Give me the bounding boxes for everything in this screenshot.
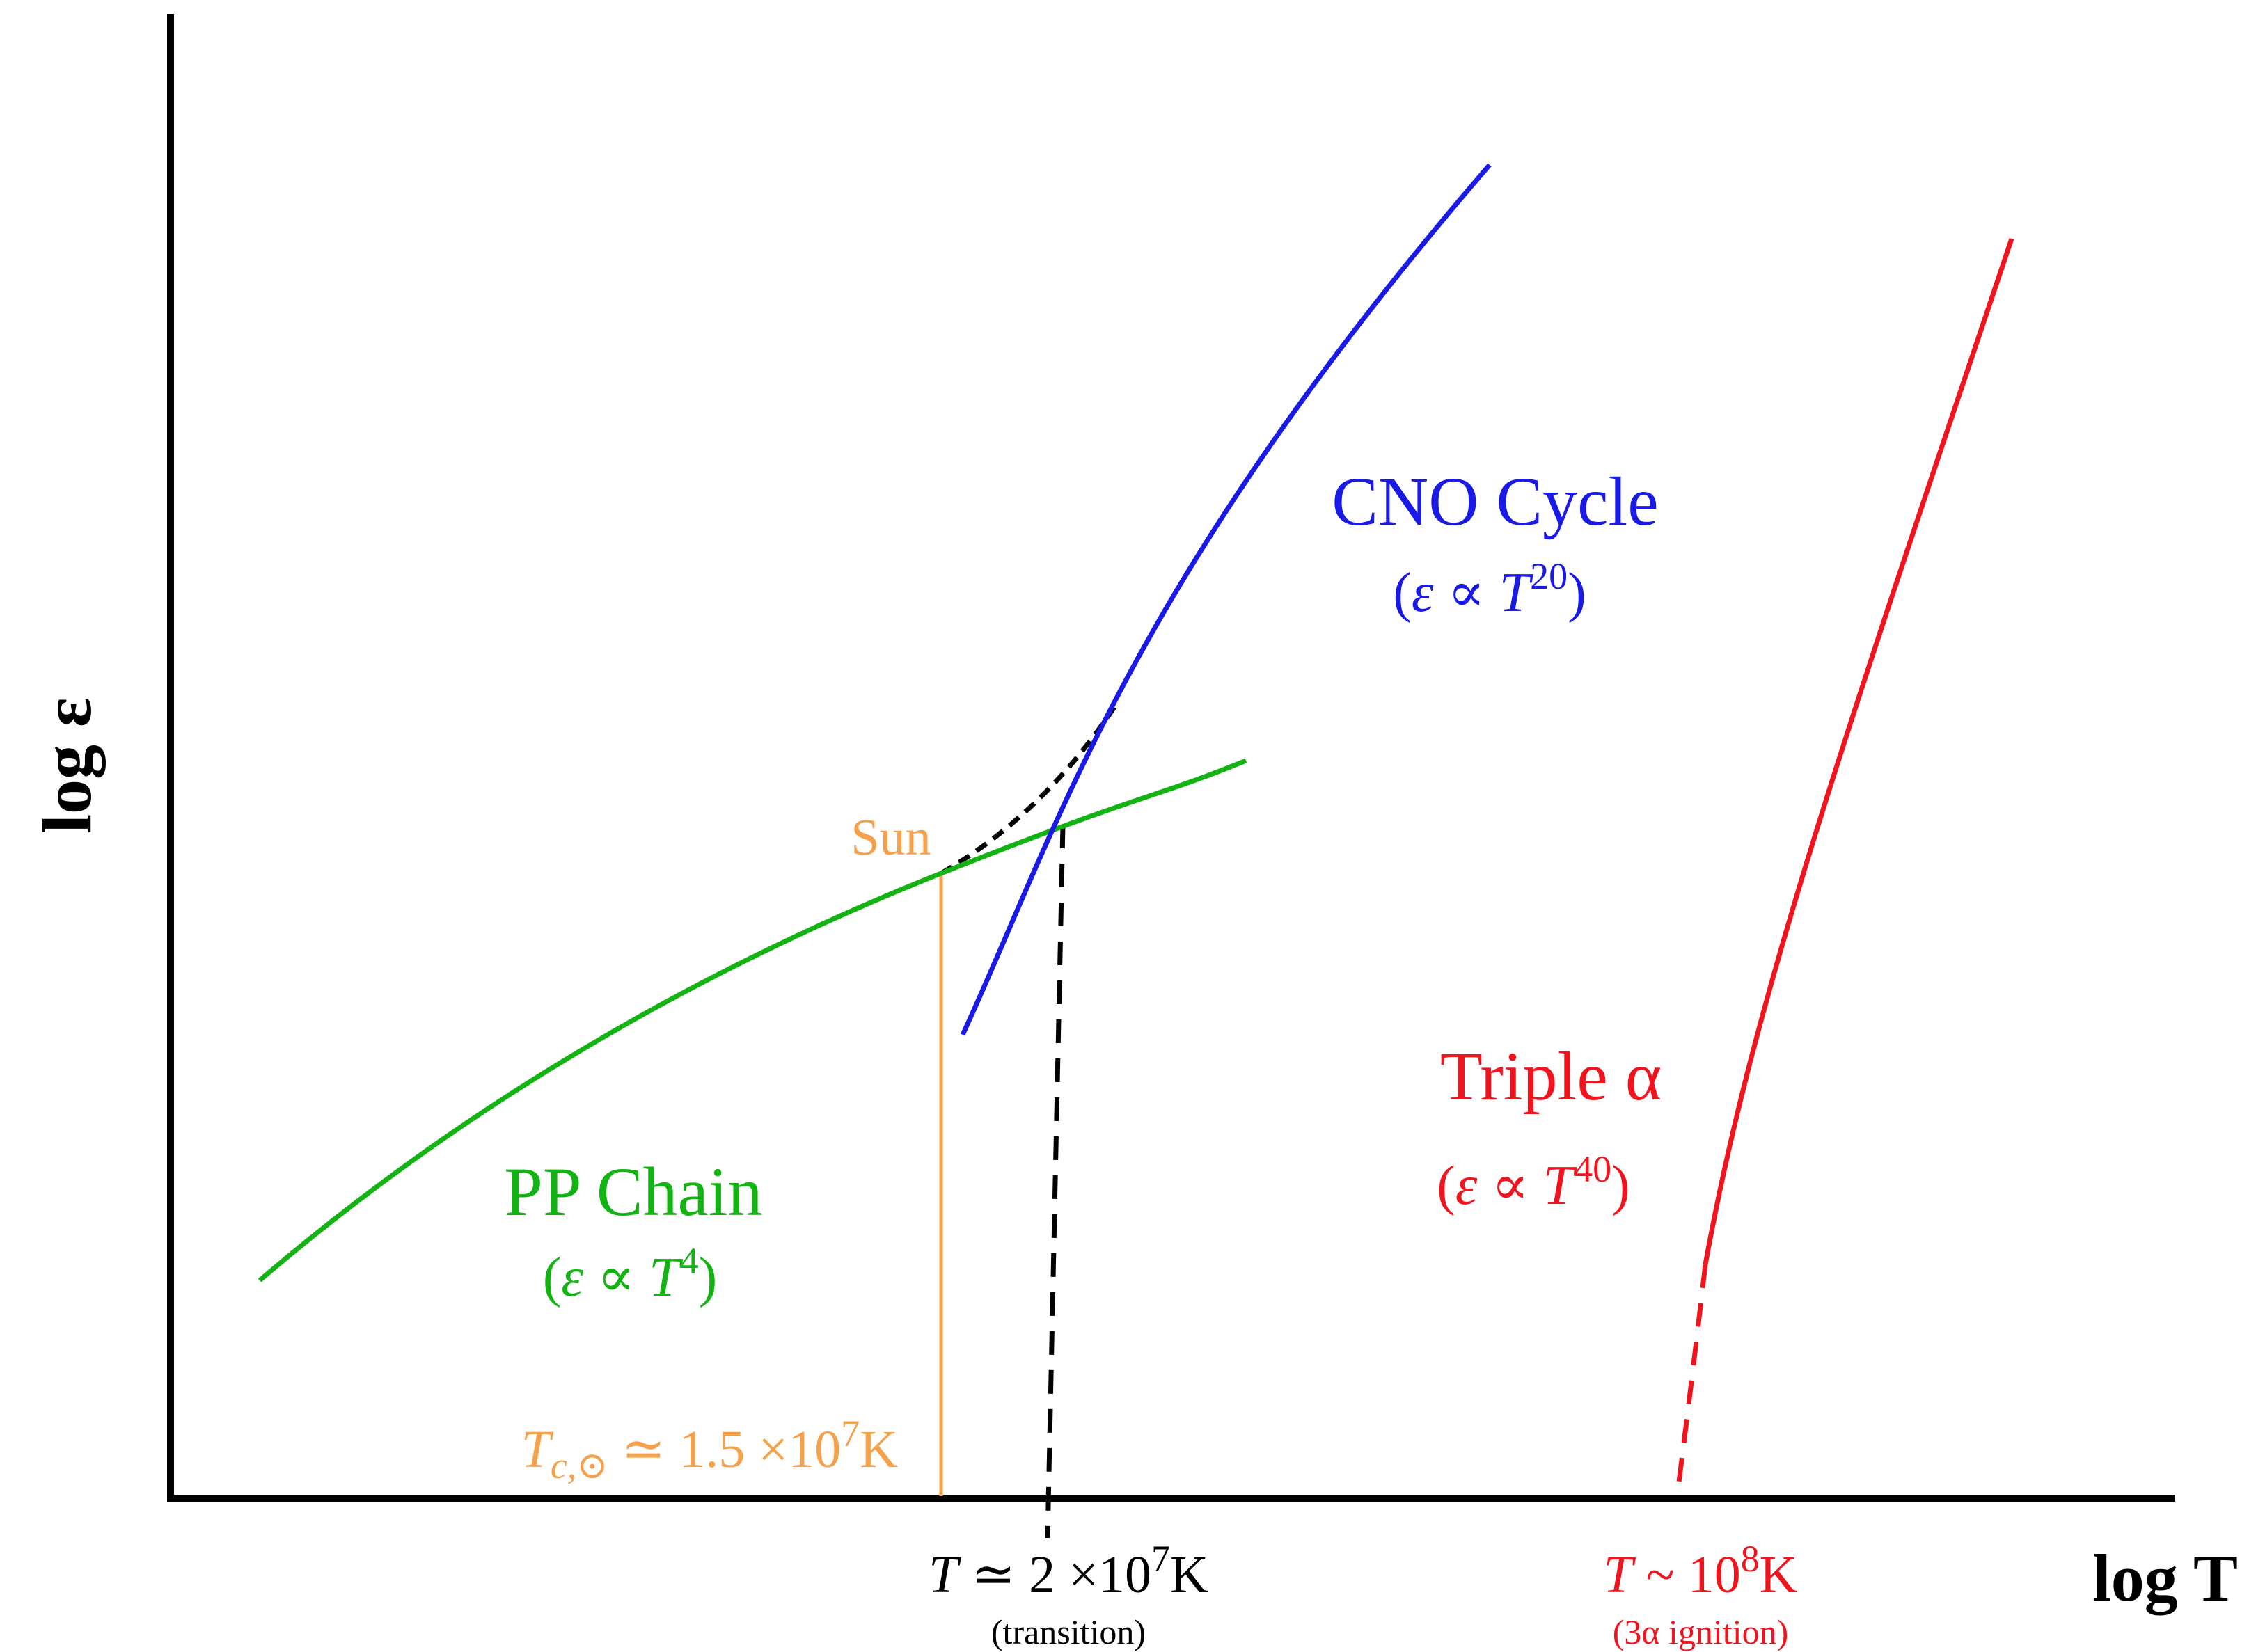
triple-alpha-label: Triple α xyxy=(1440,1038,1662,1115)
ignition-note: (3α ignition) xyxy=(1613,1612,1789,1651)
y-axis-label: log ε xyxy=(29,697,106,834)
pp-chain-formula: (ε ∝ T4) xyxy=(543,1240,717,1308)
transition-temperature-label: T ≃ 2 ×107K xyxy=(929,1538,1208,1604)
transition-marker-line xyxy=(1045,824,1066,1539)
cno-cycle-formula: (ε ∝ T20) xyxy=(1393,555,1586,624)
pp-chain-label: PP Chain xyxy=(504,1153,762,1230)
sun-label: Sun xyxy=(851,809,931,866)
triple-alpha-formula: (ε ∝ T40) xyxy=(1437,1148,1629,1216)
x-axis-label: log T xyxy=(2092,1541,2238,1615)
transition-note: (transition) xyxy=(991,1612,1146,1651)
sun-core-temperature-label: Tc,⊙ ≃ 1.5 ×107K xyxy=(521,1413,899,1486)
cno-cycle-curve xyxy=(960,163,1492,1036)
pp-chain-curve xyxy=(258,758,1247,1282)
ignition-temperature-label: T ~ 108K xyxy=(1603,1538,1797,1604)
triple-alpha-dashed-extension xyxy=(1675,1264,1708,1493)
cno-cycle-label: CNO Cycle xyxy=(1332,463,1658,540)
combined-rate-dashed-curve xyxy=(940,701,1119,876)
triple-alpha-curve xyxy=(1703,237,2014,1265)
